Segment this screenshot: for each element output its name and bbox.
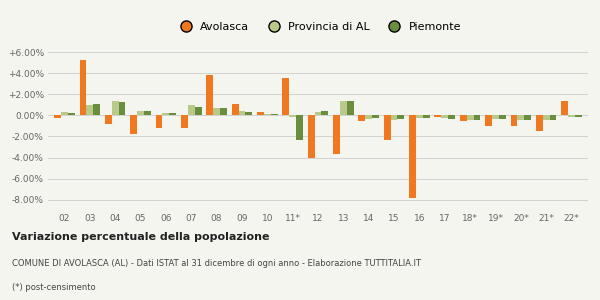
Text: COMUNE DI AVOLASCA (AL) - Dati ISTAT al 31 dicembre di ogni anno - Elaborazione : COMUNE DI AVOLASCA (AL) - Dati ISTAT al …: [12, 260, 421, 268]
Bar: [485, 116, 492, 126]
Bar: [239, 111, 245, 116]
Text: Variazione percentuale della popolazione: Variazione percentuale della popolazione: [12, 232, 269, 242]
Bar: [296, 116, 303, 140]
Bar: [130, 116, 137, 134]
Bar: [442, 116, 448, 118]
Bar: [347, 101, 353, 116]
Bar: [271, 114, 278, 116]
Bar: [119, 102, 125, 116]
Bar: [232, 104, 239, 116]
Bar: [68, 113, 75, 116]
Bar: [181, 116, 188, 128]
Bar: [397, 116, 404, 118]
Bar: [206, 74, 213, 116]
Bar: [492, 116, 499, 118]
Bar: [333, 116, 340, 154]
Bar: [188, 105, 194, 116]
Bar: [322, 111, 328, 116]
Bar: [499, 116, 506, 118]
Bar: [358, 116, 365, 121]
Bar: [550, 116, 556, 120]
Bar: [144, 111, 151, 116]
Bar: [169, 113, 176, 116]
Bar: [194, 107, 202, 116]
Bar: [409, 116, 416, 199]
Legend: Avolasca, Provincia di AL, Piemonte: Avolasca, Provincia di AL, Piemonte: [170, 17, 466, 36]
Bar: [314, 112, 322, 116]
Bar: [467, 116, 473, 120]
Bar: [283, 78, 289, 116]
Bar: [460, 116, 467, 121]
Bar: [308, 116, 314, 158]
Bar: [61, 112, 68, 116]
Bar: [137, 111, 144, 116]
Text: (*) post-censimento: (*) post-censimento: [12, 284, 95, 292]
Bar: [213, 108, 220, 116]
Bar: [372, 116, 379, 118]
Bar: [423, 116, 430, 118]
Bar: [340, 101, 347, 116]
Bar: [511, 116, 517, 126]
Bar: [473, 116, 481, 120]
Bar: [93, 104, 100, 116]
Bar: [105, 116, 112, 124]
Bar: [155, 116, 163, 128]
Bar: [384, 116, 391, 140]
Bar: [54, 116, 61, 118]
Bar: [86, 105, 93, 116]
Bar: [517, 116, 524, 120]
Bar: [391, 116, 397, 120]
Bar: [448, 116, 455, 118]
Bar: [365, 116, 372, 118]
Bar: [245, 112, 252, 116]
Bar: [561, 101, 568, 116]
Bar: [543, 116, 550, 120]
Bar: [536, 116, 543, 131]
Bar: [264, 114, 271, 116]
Bar: [257, 112, 264, 116]
Bar: [416, 116, 423, 118]
Bar: [220, 108, 227, 116]
Bar: [163, 113, 169, 116]
Bar: [524, 116, 531, 120]
Bar: [80, 60, 86, 116]
Bar: [112, 101, 119, 116]
